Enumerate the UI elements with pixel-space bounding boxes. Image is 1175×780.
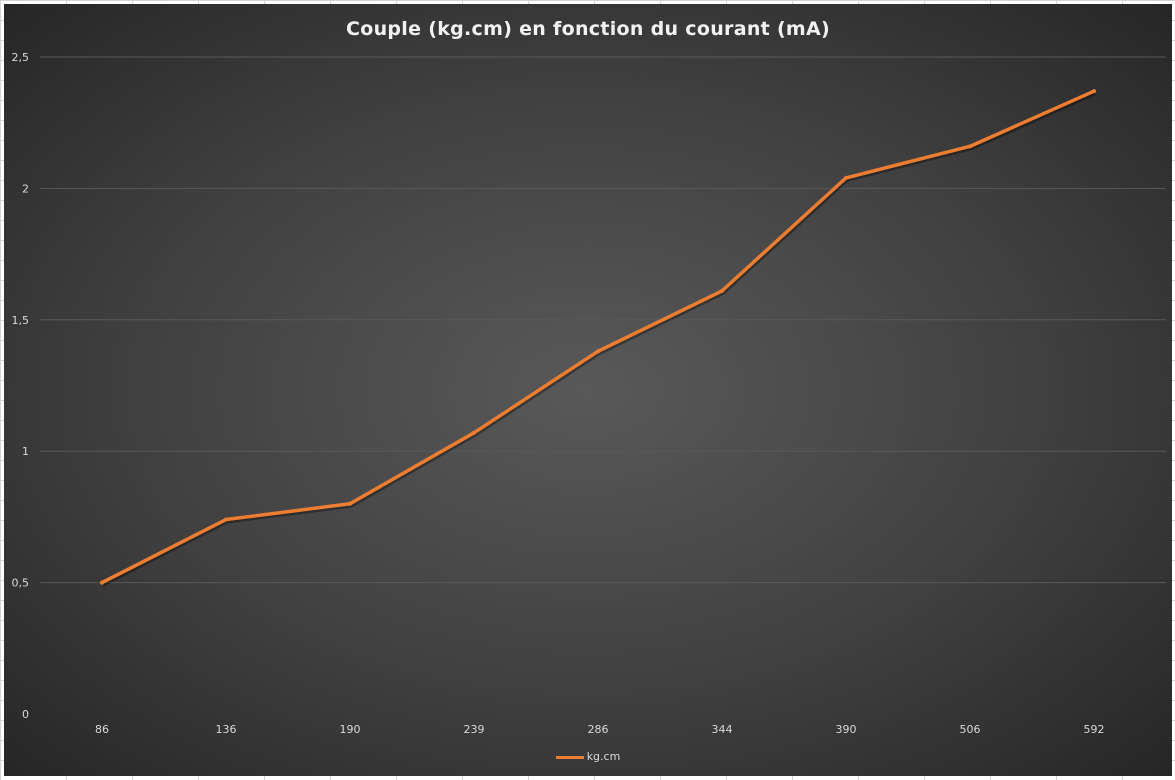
legend[interactable]: kg.cm (4, 750, 1172, 763)
y-tick-label: 0,5 (12, 577, 30, 590)
data-point[interactable] (224, 517, 228, 522)
gridlines (40, 56, 1166, 584)
x-tick-label: 286 (588, 723, 609, 736)
chart-area[interactable]: Couple (kg.cm) en fonction du courant (m… (4, 4, 1172, 776)
y-axis-ticks: 0 0,5 1 1,5 2 2,5 (12, 51, 30, 721)
x-tick-label: 506 (960, 723, 981, 736)
y-tick-label: 2,5 (12, 51, 30, 64)
x-tick-label: 239 (464, 723, 485, 736)
x-tick-label: 136 (216, 723, 237, 736)
x-tick-label: 86 (95, 723, 109, 736)
y-tick-label: 1 (22, 445, 29, 458)
series-line-0[interactable] (100, 89, 1096, 585)
data-point[interactable] (968, 144, 972, 149)
x-tick-label: 592 (1084, 723, 1105, 736)
x-tick-label: 190 (340, 723, 361, 736)
x-tick-label: 390 (836, 723, 857, 736)
data-point[interactable] (596, 349, 600, 354)
data-point[interactable] (720, 288, 724, 293)
series-layer (100, 89, 1096, 587)
legend-swatch (555, 755, 584, 759)
series-line-shadow (102, 91, 1096, 587)
y-tick-label: 0 (22, 708, 29, 721)
chart-title: Couple (kg.cm) en fonction du courant (m… (345, 18, 831, 40)
plot-area: 0 0,5 1 1,5 2 2,5 86 136 190 239 286 344 390 506 592 (12, 51, 1166, 736)
data-point[interactable] (472, 430, 476, 435)
legend-label: kg.cm (586, 750, 621, 763)
data-point[interactable] (100, 580, 104, 585)
x-tick-label: 344 (712, 723, 733, 736)
x-axis-ticks: 86 136 190 239 286 344 390 506 592 (95, 723, 1105, 736)
y-tick-label: 1,5 (12, 314, 30, 327)
data-point[interactable] (844, 175, 848, 180)
data-point[interactable] (348, 501, 352, 506)
y-tick-label: 2 (22, 182, 29, 195)
data-point[interactable] (1092, 89, 1096, 94)
